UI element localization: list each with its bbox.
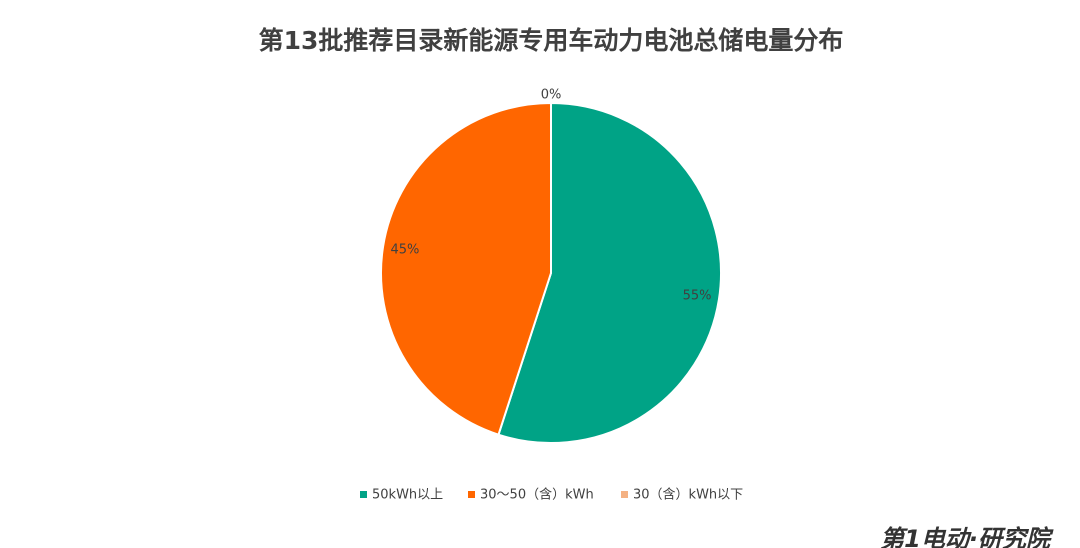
legend-swatch [360,491,367,498]
legend-swatch [468,491,475,498]
data-label: 45% [390,242,419,257]
legend-swatch [621,491,628,498]
data-label: 0% [541,88,562,103]
data-label: 55% [683,289,712,304]
legend-label: 30（含）kWh以下 [633,487,743,503]
pie-slice [379,101,552,436]
legend-label: 50kWh以上 [372,488,443,503]
chart-title: 第13批推荐目录新能源专用车动力电池总储电量分布 [259,26,844,55]
legend-label: 30～50（含）kWh [480,487,594,503]
watermark: 第1电动·研究院 [880,525,1054,548]
pie-slice [497,101,722,444]
